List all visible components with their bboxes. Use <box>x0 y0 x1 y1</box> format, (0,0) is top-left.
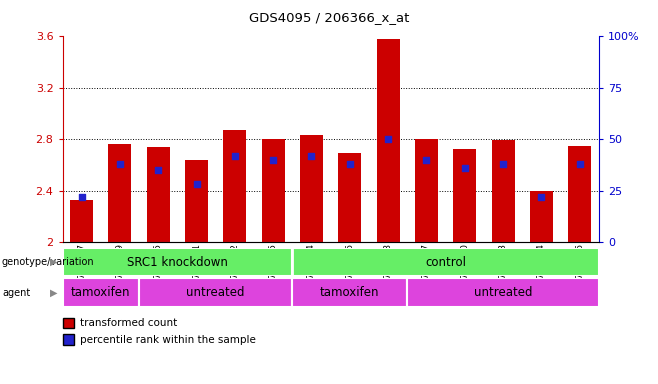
Point <box>230 152 240 159</box>
Bar <box>63 248 292 276</box>
Bar <box>492 141 515 242</box>
Bar <box>292 278 407 307</box>
Text: GDS4095 / 206366_x_at: GDS4095 / 206366_x_at <box>249 12 409 25</box>
Bar <box>415 139 438 242</box>
Point <box>421 157 432 163</box>
Bar <box>139 278 292 307</box>
Bar <box>338 153 361 242</box>
Point <box>76 194 87 200</box>
Point <box>268 157 278 163</box>
Bar <box>63 278 139 307</box>
Bar <box>530 190 553 242</box>
Text: percentile rank within the sample: percentile rank within the sample <box>80 335 256 345</box>
Text: genotype/variation: genotype/variation <box>2 257 95 267</box>
Point <box>459 165 470 171</box>
Text: untreated: untreated <box>186 286 245 299</box>
Text: agent: agent <box>2 288 30 298</box>
Text: transformed count: transformed count <box>80 318 178 328</box>
Bar <box>292 248 599 276</box>
Text: control: control <box>425 256 466 268</box>
Point <box>574 161 585 167</box>
Text: untreated: untreated <box>474 286 532 299</box>
Bar <box>147 147 170 242</box>
Point <box>191 181 202 187</box>
Point <box>345 161 355 167</box>
Bar <box>568 146 591 242</box>
Text: ▶: ▶ <box>51 288 58 298</box>
Point <box>306 152 316 159</box>
Bar <box>453 149 476 242</box>
Point <box>114 161 125 167</box>
Text: ▶: ▶ <box>51 257 58 267</box>
Bar <box>70 200 93 242</box>
Text: tamoxifen: tamoxifen <box>320 286 380 299</box>
Text: tamoxifen: tamoxifen <box>71 286 130 299</box>
Bar <box>223 130 246 242</box>
Text: SRC1 knockdown: SRC1 knockdown <box>127 256 228 268</box>
Bar <box>109 144 132 242</box>
Bar <box>407 278 599 307</box>
Bar <box>185 160 208 242</box>
Point <box>536 194 547 200</box>
Point <box>383 136 393 142</box>
Bar <box>300 135 323 242</box>
Bar <box>262 139 285 242</box>
Bar <box>376 39 399 242</box>
Point <box>153 167 164 173</box>
Point <box>497 161 508 167</box>
